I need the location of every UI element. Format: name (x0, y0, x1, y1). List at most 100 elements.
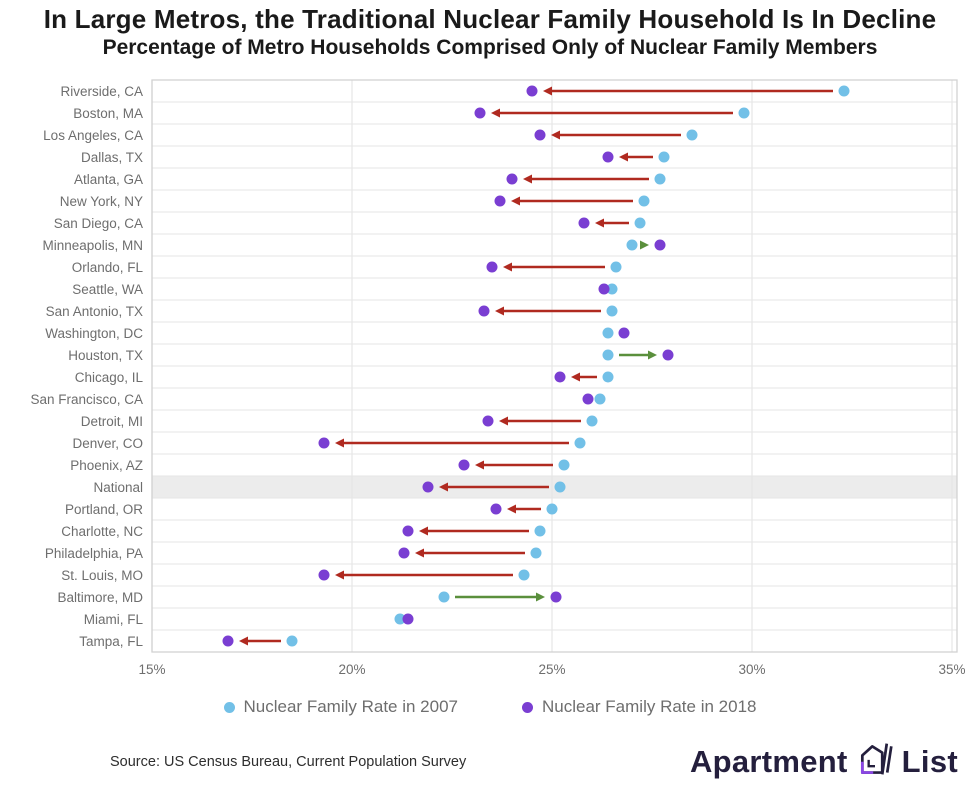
dot-2007 (738, 107, 750, 119)
dot-2018 (422, 481, 434, 493)
category-label: Minneapolis, MN (42, 238, 143, 253)
dot-2007 (594, 393, 606, 405)
source-note: Source: US Census Bureau, Current Popula… (110, 754, 467, 770)
legend-dot-2018-icon (522, 701, 533, 713)
decline-arrowhead (499, 416, 508, 426)
legend-label-2007: Nuclear Family Rate in 2007 (243, 697, 458, 716)
apartment-list-logo: Apartment List (690, 740, 958, 783)
dot-2007 (838, 85, 850, 97)
category-label: Seattle, WA (72, 282, 143, 297)
increase-arrowhead (640, 240, 649, 250)
decline-arrowhead (335, 570, 344, 580)
decline-arrowhead (239, 636, 248, 646)
dot-2018 (506, 173, 518, 185)
category-label: Portland, OR (65, 502, 143, 517)
category-label: Los Angeles, CA (43, 128, 143, 143)
dot-2018 (534, 129, 546, 141)
legend: Nuclear Family Rate in 2007 Nuclear Fami… (0, 697, 980, 717)
dot-2018 (602, 151, 614, 163)
decline-arrowhead (495, 306, 504, 316)
dot-2007 (530, 547, 542, 559)
category-label: Miami, FL (84, 612, 144, 627)
dot-2018 (618, 327, 630, 339)
decline-arrowhead (595, 218, 604, 228)
legend-item-2018: Nuclear Family Rate in 2018 (522, 697, 756, 717)
x-tick-label: 35% (938, 662, 965, 677)
dot-2007 (574, 437, 586, 449)
decline-arrowhead (439, 482, 448, 492)
dot-2018 (490, 503, 502, 515)
dot-2007 (394, 613, 406, 625)
dot-2007 (518, 569, 530, 581)
dot-2018 (402, 525, 414, 537)
dot-2007 (602, 349, 614, 361)
dot-2007 (554, 481, 566, 493)
category-label: Philadelphia, PA (45, 546, 143, 561)
dot-2007 (606, 283, 618, 295)
legend-label-2018: Nuclear Family Rate in 2018 (542, 697, 757, 716)
category-label: Detroit, MI (81, 414, 143, 429)
legend-dot-2007-icon (223, 701, 235, 713)
dot-2007 (546, 503, 558, 515)
dot-2018 (662, 349, 674, 361)
dot-2018 (398, 547, 410, 559)
logo-text-list: List (901, 743, 958, 779)
chart-title: In Large Metros, the Traditional Nuclear… (43, 4, 937, 34)
category-label: Boston, MA (73, 106, 143, 121)
dot-2018 (550, 591, 562, 603)
dot-2018 (554, 371, 566, 383)
category-label: Denver, CO (72, 436, 143, 451)
category-label: Riverside, CA (60, 84, 143, 99)
house-logo-icon (855, 740, 895, 783)
category-label: San Francisco, CA (30, 392, 143, 407)
dot-2018 (654, 239, 666, 251)
dot-2007 (638, 195, 650, 207)
dot-2007 (626, 239, 638, 251)
dot-2007 (634, 217, 646, 229)
dot-2007 (534, 525, 546, 537)
dot-2018 (486, 261, 498, 273)
category-label: Phoenix, AZ (70, 458, 143, 473)
x-tick-label: 15% (138, 662, 165, 677)
dot-2018 (582, 393, 594, 405)
logo-text-apartment: Apartment (689, 743, 848, 779)
dot-2018 (222, 635, 234, 647)
category-label: San Diego, CA (54, 216, 143, 231)
dot-2018 (458, 459, 470, 471)
category-label: Baltimore, MD (57, 590, 143, 605)
category-label: Chicago, IL (75, 370, 144, 385)
dot-2007 (558, 459, 570, 471)
dot-2007 (606, 305, 618, 317)
category-label: Houston, TX (68, 348, 143, 363)
chart-canvas: Riverside, CA Boston, MA Los Angeles, CA Da… (30, 79, 966, 677)
decline-arrowhead (415, 548, 424, 558)
chart-subtitle: Percentage of Metro Households Comprised… (102, 36, 878, 59)
decline-arrowhead (523, 174, 532, 184)
dot-2007 (686, 129, 698, 141)
decline-arrowhead (551, 130, 560, 140)
dot-2018 (402, 613, 414, 625)
dot-2018 (526, 85, 538, 97)
category-label: Atlanta, GA (74, 172, 143, 187)
dot-2007 (286, 635, 298, 647)
dot-2007 (602, 371, 614, 383)
dot-2007 (654, 173, 666, 185)
decline-arrowhead (503, 262, 512, 272)
increase-arrowhead (648, 350, 657, 360)
x-tick-label: 30% (738, 662, 765, 677)
decline-arrowhead (475, 460, 484, 470)
category-label: Dallas, TX (81, 150, 143, 165)
category-label: St. Louis, MO (61, 568, 143, 583)
category-label: Charlotte, NC (61, 524, 143, 539)
dot-2018 (598, 283, 610, 295)
decline-arrowhead (419, 526, 428, 536)
chart-area: Riverside, CA Boston, MA Los Angeles, CA Da… (30, 79, 966, 677)
dot-2007 (602, 327, 614, 339)
footer: Source: US Census Bureau, Current Popula… (0, 738, 980, 794)
dot-2018 (482, 415, 494, 427)
dot-2018 (578, 217, 590, 229)
dot-2018 (318, 569, 330, 581)
dot-2018 (478, 305, 490, 317)
category-label: Washington, DC (45, 326, 143, 341)
